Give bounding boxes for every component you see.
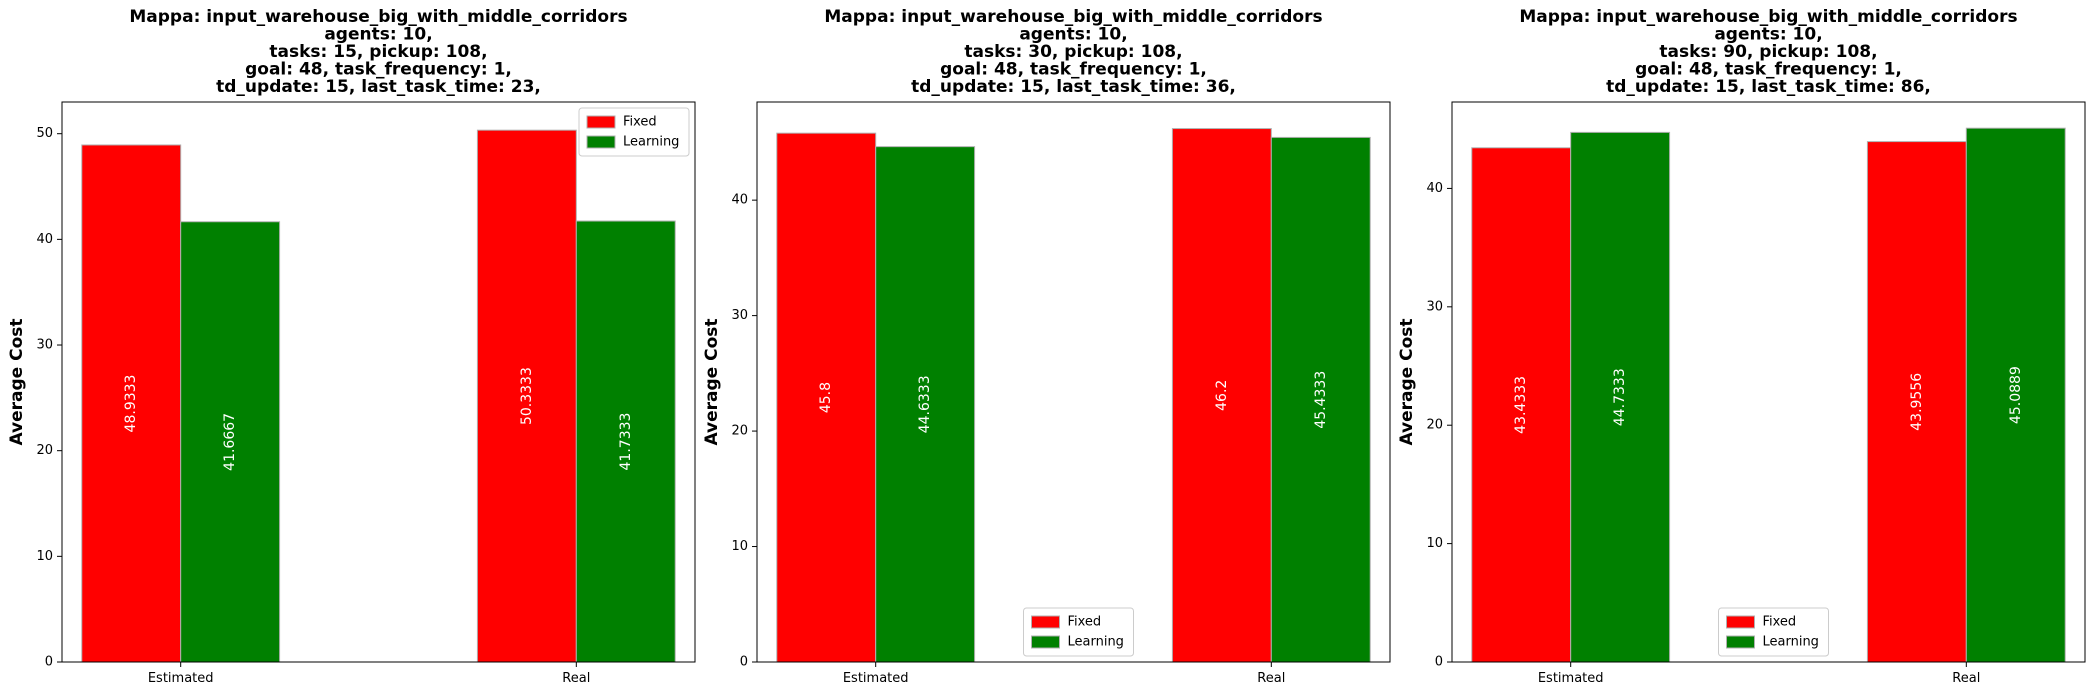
bar-value-label: 41.7333 bbox=[618, 413, 634, 471]
legend-swatch-learning bbox=[1726, 635, 1755, 649]
chart-title-line: td_update: 15, last_task_time: 36, bbox=[911, 77, 1236, 97]
chart-title-line: goal: 48, task_frequency: 1, bbox=[245, 60, 512, 80]
y-axis-label: Average Cost bbox=[702, 318, 722, 445]
legend-swatch-learning bbox=[1031, 635, 1060, 649]
legend-swatch-fixed bbox=[1726, 615, 1755, 629]
bar-value-label: 44.7333 bbox=[1612, 368, 1628, 426]
legend: Fixed Learning bbox=[1718, 607, 1829, 657]
legend-label-fixed: Fixed bbox=[1763, 615, 1797, 630]
x-tick-label: Real bbox=[1952, 671, 1980, 686]
x-tick-label: Estimated bbox=[1538, 671, 1604, 686]
chart-panel-2: Mappa: input_warehouse_big_with_middle_c… bbox=[702, 7, 1391, 686]
y-tick-label: 10 bbox=[36, 549, 53, 564]
bar-value-label: 48.9333 bbox=[123, 375, 139, 433]
bar-value-label: 46.2 bbox=[1214, 380, 1230, 411]
bar-fixed-estimated bbox=[776, 132, 877, 663]
x-tick-label: Real bbox=[562, 671, 590, 686]
y-tick-label: 0 bbox=[740, 655, 748, 670]
x-tick-label: Estimated bbox=[843, 671, 909, 686]
chart-title-line: agents: 10, bbox=[324, 25, 432, 45]
legend-label-learning: Learning bbox=[1068, 635, 1124, 650]
chart-title-line: goal: 48, task_frequency: 1, bbox=[1635, 60, 1902, 80]
chart-title-line: td_update: 15, last_task_time: 23, bbox=[216, 77, 541, 97]
chart-title-line: Mappa: input_warehouse_big_with_middle_c… bbox=[129, 7, 627, 27]
legend-label-fixed: Fixed bbox=[623, 115, 657, 130]
bar-fixed-estimated bbox=[1471, 147, 1572, 663]
y-tick-label: 0 bbox=[1435, 655, 1443, 670]
chart-title-line: td_update: 15, last_task_time: 86, bbox=[1606, 77, 1931, 97]
y-tick-label: 30 bbox=[731, 308, 748, 323]
legend-label-fixed: Fixed bbox=[1068, 615, 1102, 630]
bar-fixed-real bbox=[1171, 128, 1272, 663]
bar-learning-real bbox=[1965, 127, 2066, 663]
bar-value-label: 44.6333 bbox=[917, 375, 933, 433]
bar-value-label: 45.0889 bbox=[2008, 366, 2024, 424]
y-tick-label: 20 bbox=[36, 443, 53, 458]
legend-swatch-fixed bbox=[586, 115, 616, 129]
bar-value-label: 43.4333 bbox=[1513, 376, 1529, 434]
bar-value-label: 45.8 bbox=[818, 382, 834, 413]
chart-title-line: tasks: 30, pickup: 108, bbox=[964, 42, 1182, 62]
bar-fixed-real bbox=[476, 129, 577, 663]
y-tick-label: 40 bbox=[731, 193, 748, 208]
y-tick-label: 30 bbox=[1426, 299, 1443, 314]
bar-value-label: 43.9556 bbox=[1909, 373, 1925, 431]
x-tick-label: Estimated bbox=[148, 671, 214, 686]
bar-value-label: 41.6667 bbox=[222, 413, 238, 471]
legend-label-learning: Learning bbox=[1763, 635, 1819, 650]
bar-fixed-real bbox=[1866, 141, 1967, 663]
plot-frame bbox=[1451, 101, 2086, 663]
y-tick-label: 40 bbox=[1426, 181, 1443, 196]
bar-learning-estimated bbox=[1570, 131, 1671, 663]
chart-title-line: agents: 10, bbox=[1714, 25, 1822, 45]
bar-value-label: 45.4333 bbox=[1313, 371, 1329, 429]
x-tick-label: Real bbox=[1257, 671, 1285, 686]
chart-title-line: Mappa: input_warehouse_big_with_middle_c… bbox=[1519, 7, 2017, 27]
bar-learning-real bbox=[575, 220, 676, 663]
legend: Fixed Learning bbox=[1023, 607, 1134, 657]
y-tick-label: 20 bbox=[1426, 418, 1443, 433]
y-tick-label: 40 bbox=[36, 232, 53, 247]
y-tick-label: 50 bbox=[36, 126, 53, 141]
y-tick-label: 10 bbox=[1426, 536, 1443, 551]
y-tick-label: 10 bbox=[731, 539, 748, 554]
y-axis-label: Average Cost bbox=[7, 318, 27, 445]
chart-title-line: tasks: 90, pickup: 108, bbox=[1659, 42, 1877, 62]
chart-title-line: goal: 48, task_frequency: 1, bbox=[940, 60, 1207, 80]
legend-swatch-fixed bbox=[1031, 615, 1060, 629]
bar-learning-estimated bbox=[875, 146, 976, 663]
y-tick-label: 20 bbox=[731, 424, 748, 439]
legend-label-learning: Learning bbox=[623, 135, 679, 150]
plot-frame bbox=[61, 101, 696, 663]
y-tick-label: 0 bbox=[45, 655, 53, 670]
chart-panel-1: Mappa: input_warehouse_big_with_middle_c… bbox=[7, 7, 696, 686]
bar-learning-estimated bbox=[180, 221, 281, 663]
legend-swatch-learning bbox=[586, 135, 616, 149]
plot-frame bbox=[756, 101, 1391, 663]
y-tick-label: 30 bbox=[36, 338, 53, 353]
chart-title-line: Mappa: input_warehouse_big_with_middle_c… bbox=[824, 7, 1322, 27]
chart-title-line: tasks: 15, pickup: 108, bbox=[269, 42, 487, 62]
chart-title-line: agents: 10, bbox=[1019, 25, 1127, 45]
legend: Fixed Learning bbox=[578, 107, 690, 157]
y-axis-label: Average Cost bbox=[1397, 318, 1417, 445]
chart-panel-3: Mappa: input_warehouse_big_with_middle_c… bbox=[1397, 7, 2086, 686]
bar-value-label: 50.3333 bbox=[519, 367, 535, 425]
